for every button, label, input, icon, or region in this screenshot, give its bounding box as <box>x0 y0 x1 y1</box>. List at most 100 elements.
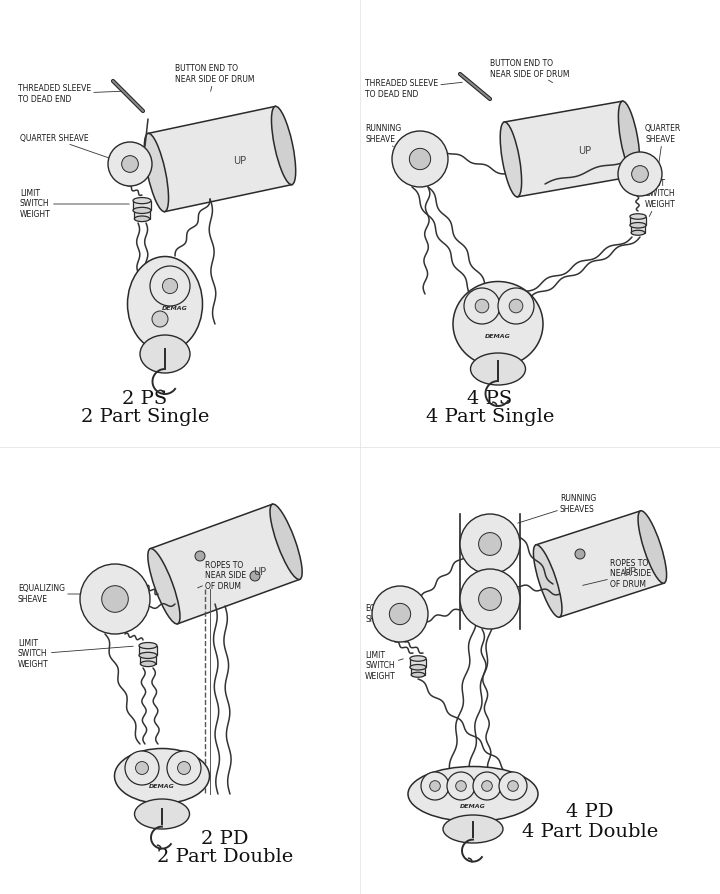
Circle shape <box>250 571 260 581</box>
Text: 2 Part Single: 2 Part Single <box>81 408 210 426</box>
Polygon shape <box>630 216 646 225</box>
Ellipse shape <box>408 766 538 822</box>
Circle shape <box>509 299 523 313</box>
Circle shape <box>430 780 441 791</box>
Circle shape <box>421 772 449 800</box>
Polygon shape <box>504 101 636 197</box>
Ellipse shape <box>139 653 157 659</box>
Ellipse shape <box>148 549 180 624</box>
Polygon shape <box>135 210 150 219</box>
Ellipse shape <box>470 353 526 385</box>
Text: RUNNING
SHEAVE: RUNNING SHEAVE <box>365 124 401 147</box>
Ellipse shape <box>140 335 190 373</box>
Polygon shape <box>133 200 151 210</box>
Ellipse shape <box>271 106 296 185</box>
Ellipse shape <box>453 282 543 367</box>
Text: THREADED SLEEVE
TO DEAD END: THREADED SLEEVE TO DEAD END <box>365 80 462 98</box>
Ellipse shape <box>630 214 646 219</box>
Circle shape <box>479 587 501 611</box>
Text: UP: UP <box>253 567 266 577</box>
Text: DEMAG: DEMAG <box>149 783 175 789</box>
Ellipse shape <box>135 216 150 222</box>
Text: UP: UP <box>624 567 636 577</box>
Text: LIMIT
SWITCH
WEIGHT: LIMIT SWITCH WEIGHT <box>645 179 676 216</box>
Text: 2 Part Double: 2 Part Double <box>157 848 293 866</box>
Polygon shape <box>150 504 300 624</box>
Ellipse shape <box>139 643 157 649</box>
Ellipse shape <box>135 799 189 829</box>
Text: LIMIT
SWITCH
WEIGHT: LIMIT SWITCH WEIGHT <box>365 651 403 681</box>
Ellipse shape <box>411 672 425 678</box>
Text: DEMAG: DEMAG <box>485 333 511 339</box>
Polygon shape <box>140 655 156 664</box>
Text: UP: UP <box>233 156 246 166</box>
Text: BUTTON END TO
NEAR SIDE OF DRUM: BUTTON END TO NEAR SIDE OF DRUM <box>175 64 254 91</box>
Polygon shape <box>631 225 645 232</box>
Text: LIMIT
SWITCH
WEIGHT: LIMIT SWITCH WEIGHT <box>20 190 129 219</box>
Circle shape <box>390 603 410 625</box>
Circle shape <box>195 551 205 561</box>
Circle shape <box>122 156 138 173</box>
Text: DEMAG: DEMAG <box>460 804 486 808</box>
Ellipse shape <box>638 510 667 583</box>
Ellipse shape <box>631 231 645 235</box>
Text: 2 PS: 2 PS <box>122 390 168 408</box>
Circle shape <box>167 751 201 785</box>
Ellipse shape <box>410 656 426 662</box>
Polygon shape <box>410 659 426 667</box>
Circle shape <box>178 762 191 774</box>
Text: UP: UP <box>578 146 592 156</box>
Text: EQUALIZING
SHEAVE: EQUALIZING SHEAVE <box>365 604 412 624</box>
Circle shape <box>392 131 448 187</box>
Text: 4 PS: 4 PS <box>467 390 513 408</box>
Ellipse shape <box>443 815 503 843</box>
Text: LIMIT
SWITCH
WEIGHT: LIMIT SWITCH WEIGHT <box>18 639 133 669</box>
Circle shape <box>618 152 662 196</box>
Ellipse shape <box>133 198 151 204</box>
Polygon shape <box>148 106 292 212</box>
Circle shape <box>482 780 492 791</box>
Ellipse shape <box>140 661 156 667</box>
Ellipse shape <box>500 122 521 197</box>
Ellipse shape <box>618 101 640 176</box>
Circle shape <box>447 772 475 800</box>
Ellipse shape <box>534 544 562 617</box>
Circle shape <box>108 142 152 186</box>
Ellipse shape <box>410 664 426 670</box>
Text: QUARTER SHEAVE: QUARTER SHEAVE <box>20 134 109 158</box>
Circle shape <box>125 751 159 785</box>
Ellipse shape <box>630 223 646 228</box>
Polygon shape <box>536 510 664 617</box>
Text: RUNNING
SHEAVES: RUNNING SHEAVES <box>518 494 596 523</box>
Polygon shape <box>139 645 157 655</box>
Circle shape <box>475 299 489 313</box>
Text: QUARTER
SHEAVE: QUARTER SHEAVE <box>645 124 681 166</box>
Text: DEMAG: DEMAG <box>162 307 188 311</box>
Circle shape <box>372 586 428 642</box>
Circle shape <box>631 165 649 182</box>
Circle shape <box>460 514 520 574</box>
Ellipse shape <box>144 133 168 212</box>
Ellipse shape <box>270 504 302 579</box>
Circle shape <box>80 564 150 634</box>
Circle shape <box>498 288 534 324</box>
Text: ROPES TO
NEAR SIDE
OF DRUM: ROPES TO NEAR SIDE OF DRUM <box>582 559 651 589</box>
Ellipse shape <box>133 207 151 214</box>
Text: ROPES TO
NEAR SIDE
OF DRUM: ROPES TO NEAR SIDE OF DRUM <box>197 561 246 591</box>
Text: THREADED SLEEVE
TO DEAD END: THREADED SLEEVE TO DEAD END <box>18 84 125 104</box>
Text: 4 Part Single: 4 Part Single <box>426 408 554 426</box>
Text: EQUALIZING
SHEAVE: EQUALIZING SHEAVE <box>18 585 80 603</box>
Text: 2 PD: 2 PD <box>202 830 248 848</box>
Circle shape <box>499 772 527 800</box>
Circle shape <box>410 148 431 170</box>
Text: 4 Part Double: 4 Part Double <box>522 823 658 841</box>
Circle shape <box>152 311 168 327</box>
Circle shape <box>135 762 148 774</box>
Polygon shape <box>411 667 425 675</box>
Text: 4 PD: 4 PD <box>566 803 613 821</box>
Circle shape <box>473 772 501 800</box>
Text: BUTTON END TO
NEAR SIDE OF DRUM: BUTTON END TO NEAR SIDE OF DRUM <box>490 59 570 82</box>
Ellipse shape <box>127 257 202 351</box>
Circle shape <box>150 266 190 306</box>
Circle shape <box>508 780 518 791</box>
